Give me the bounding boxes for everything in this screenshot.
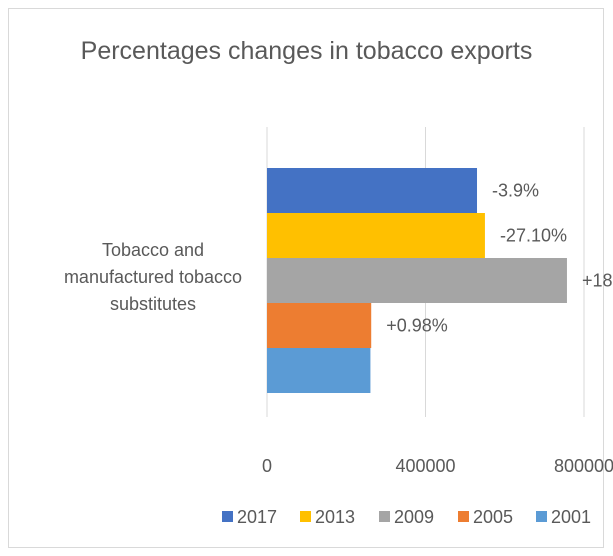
data-labels: -3.9% -27.10% +187.1% +0.98% [386,181,613,336]
legend-label-2001: 2001 [551,507,591,527]
legend: 2017 2013 2009 2005 2001 [222,507,591,527]
legend-swatch-2013 [300,511,311,522]
legend-swatch-2009 [379,511,390,522]
data-label-2005: +0.98% [386,316,448,336]
x-tick-label: 400000 [395,456,455,476]
legend-label-2017: 2017 [237,507,277,527]
x-tick-label: 800000 [554,456,613,476]
bar-2009 [267,258,567,303]
bar-2005 [267,303,372,348]
legend-label-2013: 2013 [315,507,355,527]
category-label-line: manufactured tobacco [64,267,242,287]
chart-title: Percentages changes in tobacco exports [80,37,533,65]
bar-2013 [267,213,485,258]
x-axis-ticks: 0 400000 800000 [262,456,613,476]
data-label-2017: -3.9% [492,181,539,201]
legend-label-2005: 2005 [473,507,513,527]
bar-2001 [267,348,371,393]
legend-swatch-2017 [222,511,233,522]
legend-swatch-2001 [536,511,547,522]
category-axis: Tobacco and manufactured tobacco substitut… [64,240,242,314]
bar-2017 [267,168,478,213]
bars [267,168,567,393]
legend-label-2009: 2009 [394,507,434,527]
category-label-line: substitutes [110,294,196,314]
x-tick-label: 0 [262,456,272,476]
category-label-line: Tobacco and [102,240,204,260]
data-label-2013: -27.10% [500,226,567,246]
legend-swatch-2005 [458,511,469,522]
data-label-2009: +187.1% [582,271,613,291]
